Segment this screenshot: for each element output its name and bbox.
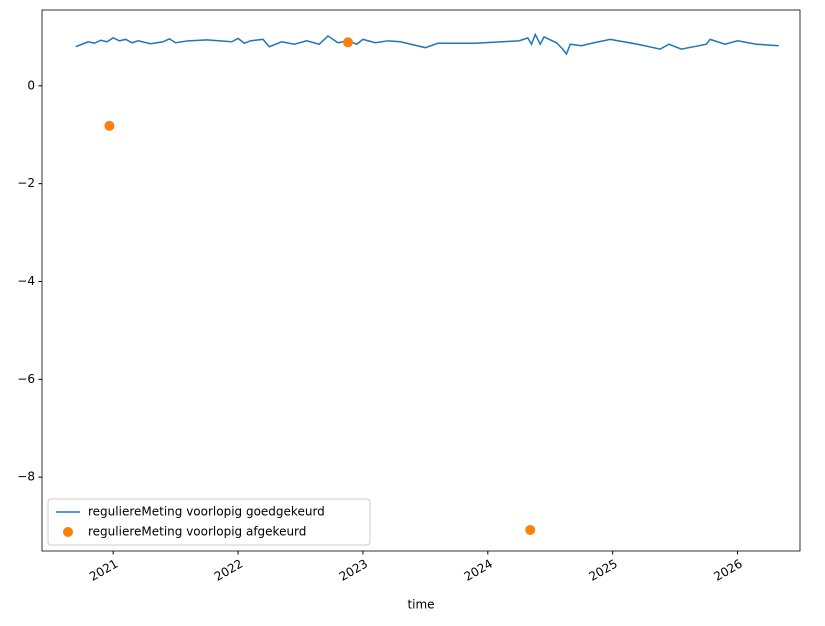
- y-tick-label: 0: [27, 78, 35, 92]
- legend-box: [47, 498, 371, 546]
- data-point: [342, 37, 353, 48]
- legend-marker: [63, 527, 73, 537]
- legend: reguliereMeting voorlopig goedgekeurd reg…: [47, 498, 371, 546]
- plot-frame: [41, 9, 801, 552]
- x-tick-label: 2023: [337, 557, 370, 584]
- legend-label: reguliereMeting voorlopig afgekeurd: [88, 525, 306, 539]
- y-tick-label: −2: [17, 176, 35, 190]
- x-tick-label: 2021: [87, 557, 120, 584]
- x-tick-label: 2026: [711, 557, 744, 584]
- x-tick-label: 2025: [586, 557, 619, 584]
- data-line: [75, 32, 779, 56]
- x-tick-label: 2024: [462, 557, 495, 584]
- x-tick-label: 2022: [212, 557, 245, 584]
- x-axis-label: time: [407, 598, 434, 612]
- legend-label: reguliereMeting voorlopig goedgekeurd: [88, 505, 325, 519]
- y-tick-label: −8: [17, 470, 35, 484]
- y-tick-label: −4: [17, 274, 35, 288]
- data-point: [525, 524, 536, 535]
- data-point: [104, 120, 115, 131]
- y-tick-label: −6: [17, 372, 35, 386]
